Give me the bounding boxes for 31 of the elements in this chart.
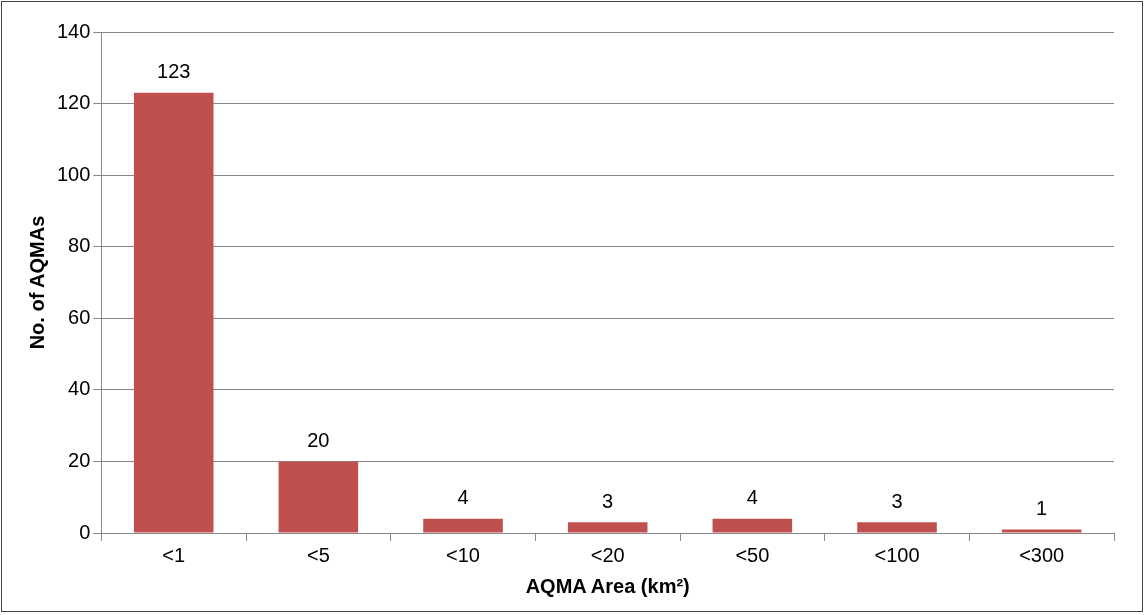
x-tick-label: <1 bbox=[162, 543, 186, 566]
x-tick-label: <10 bbox=[446, 543, 480, 566]
bar bbox=[423, 518, 503, 533]
data-label: 4 bbox=[457, 486, 469, 509]
y-tick-label: 120 bbox=[56, 91, 91, 114]
x-tick-label: <50 bbox=[735, 543, 770, 566]
y-tick-label: 60 bbox=[68, 305, 91, 328]
bar bbox=[712, 518, 793, 533]
x-tick-label: <300 bbox=[1019, 543, 1065, 566]
x-tick-label: <20 bbox=[590, 543, 625, 566]
data-label: 4 bbox=[746, 486, 758, 509]
x-axis-title: AQMA Area (km²) bbox=[525, 574, 690, 597]
y-tick-label: 80 bbox=[68, 234, 91, 257]
y-tick-label: 40 bbox=[68, 377, 91, 400]
bar bbox=[278, 461, 359, 533]
y-tick-label: 140 bbox=[56, 19, 91, 42]
bar bbox=[567, 522, 648, 533]
bar bbox=[1001, 529, 1082, 533]
bar bbox=[857, 522, 937, 533]
data-label: 3 bbox=[891, 489, 903, 512]
x-tick-label: <100 bbox=[874, 543, 920, 566]
data-label: 20 bbox=[307, 428, 330, 451]
x-tick-label: <5 bbox=[306, 543, 330, 566]
bar bbox=[133, 92, 214, 533]
y-tick-label: 20 bbox=[68, 448, 91, 471]
data-label: 3 bbox=[602, 489, 614, 512]
data-label: 1 bbox=[1036, 496, 1048, 519]
y-axis-title: No. of AQMAs bbox=[25, 215, 48, 350]
y-tick-label: 100 bbox=[56, 162, 91, 185]
data-label: 123 bbox=[157, 60, 191, 83]
y-tick-label: 0 bbox=[79, 520, 91, 543]
